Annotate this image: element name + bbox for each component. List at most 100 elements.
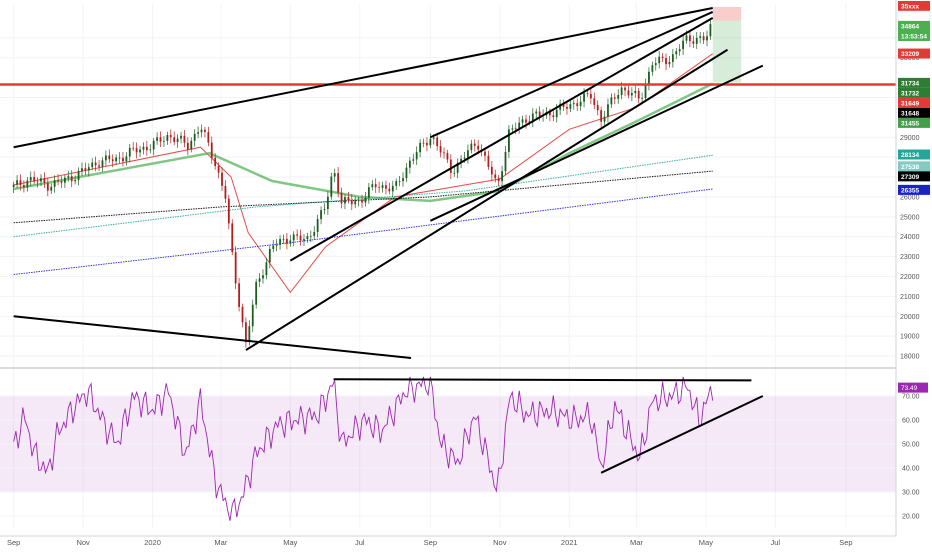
candle-body [678,49,681,52]
candle-body [234,252,237,284]
candle-body [292,234,295,241]
candle-body [152,140,155,150]
candle-body [518,122,521,129]
candle-body [224,185,227,199]
candle-body [473,143,476,146]
candle-body [43,178,46,184]
candle-body [40,178,42,182]
candle-body [84,168,87,171]
candle-body [603,116,606,122]
candle-body [494,174,497,179]
price-badge-label: 31732 [901,90,919,97]
candle-body [374,184,377,188]
price-tick-label: 19000 [900,334,920,341]
candle-body [654,63,657,66]
candle-body [419,142,422,153]
candle-body [186,142,189,150]
trendline [289,17,714,262]
candle-body [53,180,56,187]
time-tick-label: Mar [214,538,227,547]
price-badge [898,161,930,172]
price-badge [898,97,930,108]
candle-body [67,176,70,178]
candle-body [596,104,599,111]
price-badge [898,30,930,41]
candle-body [323,209,326,211]
trendline [13,315,412,360]
rsi-trendlines[interactable] [333,378,764,474]
candle-body [484,151,486,156]
candle-body [668,61,671,65]
candle-body [562,103,565,107]
candle-body [548,111,551,116]
candle-body [456,162,459,173]
candle-body [313,231,316,236]
candle-body [572,103,575,105]
candle-body [446,152,449,160]
candle-body [12,184,15,187]
candle-body [617,95,620,99]
candle-body [70,176,73,182]
candle-body [238,283,240,307]
candle-body [378,187,381,189]
rsi-tick-label: 30.00 [902,490,920,497]
candle-body [449,159,452,173]
candle-body [593,98,596,105]
candle-body [350,200,353,205]
rsi-series [13,376,714,521]
price-badge [898,77,930,88]
candle-body [255,281,258,305]
candle-body [661,56,664,59]
candle-body [415,152,418,160]
price-badge [898,107,930,118]
candle-body [118,157,121,159]
rsi-tick-label: 60.00 [902,418,920,425]
candle-body [265,262,268,276]
candle-body [460,158,462,163]
candle-body [613,97,616,99]
time-tick-label: Nov [76,538,90,547]
position-reward-zone [712,20,742,83]
price-badge [898,117,930,128]
price-badge [898,171,930,182]
candle-body [388,188,391,192]
price-badge-label: 26355 [901,187,919,194]
candle-body [566,106,568,109]
candle-body [637,90,640,99]
candle-body [528,121,531,123]
price-badge [898,87,930,98]
candle-body [685,35,688,41]
candle-body [320,210,322,220]
candle-body [258,278,261,282]
moving-average-line [13,82,714,203]
candle-body [508,129,510,152]
rsi-trendline [600,395,764,474]
candle-body [501,171,503,182]
trendlines[interactable] [13,6,764,360]
price-tick-label: 21000 [900,294,920,301]
time-axis[interactable]: Sep Nov 2020 Mar May Jul Sep Nov 2021 Mar May Jul Se… [0,535,896,547]
candle-body [426,142,428,146]
candle-body [296,234,299,236]
candle-body [477,145,480,150]
candle-body [610,97,613,105]
price-badge-label: 27538 [901,164,919,171]
candle-body [286,238,288,244]
price-tick-label: 29000 [900,135,920,142]
rsi-axis[interactable]: 20.00 30.00 40.00 50.00 60.00 70.00 [902,394,920,521]
candle-body [197,132,199,134]
candle-body [340,192,343,204]
position-box[interactable] [712,6,742,83]
candle-body [552,115,555,118]
time-tick-label: Sep [7,538,20,547]
time-tick-label: Sep [839,538,852,547]
candle-body [91,162,94,168]
candle-body [207,131,210,143]
moving-average-line [13,53,713,294]
rsi-tick-label: 50.00 [902,442,920,449]
candle-body [316,219,319,232]
price-badge [898,48,930,59]
